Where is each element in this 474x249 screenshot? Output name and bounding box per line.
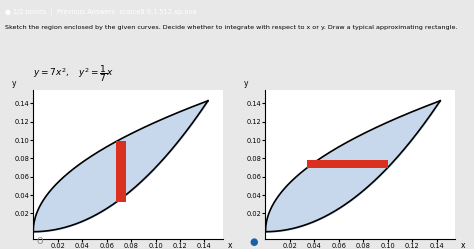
Text: x: x xyxy=(460,241,465,249)
Text: $y = 7x^2, \quad y^2 = \dfrac{1}{7}x$: $y = 7x^2, \quad y^2 = \dfrac{1}{7}x$ xyxy=(33,63,114,84)
Text: O: O xyxy=(37,237,44,246)
Text: Sketch the region enclosed by the given curves. Decide whether to integrate with: Sketch the region enclosed by the given … xyxy=(5,25,457,30)
Text: y: y xyxy=(244,79,249,88)
Text: x: x xyxy=(228,241,233,249)
Text: ● 1/2 points  |  Previous Answers  scalce8 6.1.512.xp.nva: ● 1/2 points | Previous Answers scalce8 … xyxy=(5,9,196,16)
Text: y: y xyxy=(12,79,17,88)
Text: ●: ● xyxy=(249,237,258,247)
Bar xyxy=(116,141,126,202)
Bar xyxy=(308,160,388,168)
